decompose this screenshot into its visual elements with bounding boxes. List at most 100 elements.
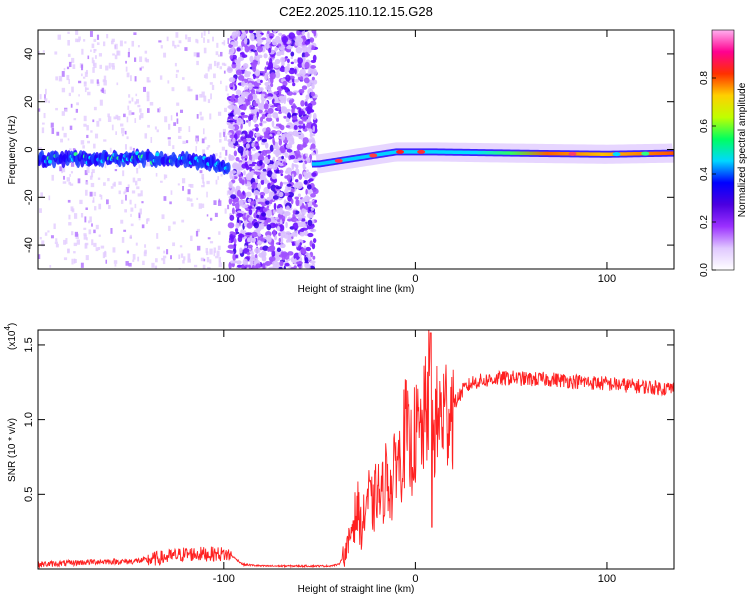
noise-blob xyxy=(233,105,239,113)
noise-speck xyxy=(67,53,71,57)
snr-y-tick-label: 0.5 xyxy=(23,487,35,502)
noise-blob xyxy=(230,186,236,193)
noise-speck xyxy=(51,127,55,134)
noise-blob xyxy=(286,132,290,140)
noise-speck xyxy=(50,235,54,239)
noise-speck xyxy=(126,250,130,254)
noise-speck xyxy=(103,182,106,186)
noise-blob xyxy=(286,183,292,187)
noise-blob xyxy=(253,221,259,229)
noise-blob xyxy=(292,82,296,87)
noise-speck xyxy=(203,47,207,54)
noise-speck xyxy=(217,54,220,57)
noise-blob xyxy=(265,210,272,218)
noise-blob xyxy=(257,103,263,109)
noise-speck xyxy=(174,62,177,67)
ridge-hotspot xyxy=(568,151,577,156)
noise-blob xyxy=(265,117,273,122)
noise-speck xyxy=(215,153,218,157)
noise-speck xyxy=(213,200,217,205)
noise-blob xyxy=(280,85,287,90)
noise-blob xyxy=(290,56,294,60)
noise-blob xyxy=(306,212,314,219)
ridge-cell xyxy=(226,162,231,173)
noise-blob xyxy=(311,243,316,250)
noise-blob xyxy=(256,214,260,219)
noise-speck xyxy=(87,140,90,144)
noise-blob xyxy=(273,208,276,215)
noise-blob xyxy=(310,64,317,69)
noise-speck xyxy=(132,177,136,183)
noise-blob xyxy=(260,238,266,242)
noise-speck xyxy=(135,99,140,104)
noise-blob xyxy=(257,54,263,59)
noise-blob xyxy=(306,188,313,195)
noise-speck xyxy=(38,147,42,150)
noise-speck xyxy=(138,164,141,169)
noise-blob xyxy=(255,132,261,137)
noise-speck xyxy=(98,234,101,237)
noise-blob xyxy=(293,258,298,265)
noise-blob xyxy=(300,208,306,216)
noise-speck xyxy=(105,65,109,71)
noise-blob xyxy=(312,79,318,85)
noise-blob xyxy=(281,215,286,223)
noise-speck xyxy=(124,209,127,213)
noise-blob xyxy=(297,222,304,228)
noise-blob xyxy=(238,199,244,207)
noise-speck xyxy=(205,73,208,79)
noise-blob xyxy=(261,149,268,157)
noise-speck xyxy=(143,251,147,257)
noise-blob xyxy=(302,35,306,43)
noise-speck xyxy=(121,236,125,243)
noise-speck xyxy=(226,190,229,196)
noise-blob xyxy=(312,125,316,133)
noise-blob xyxy=(288,140,295,145)
noise-blob xyxy=(305,156,311,164)
noise-speck xyxy=(81,48,84,55)
noise-speck xyxy=(215,51,219,56)
noise-blob xyxy=(305,53,310,57)
noise-blob xyxy=(265,37,272,45)
noise-blob xyxy=(309,132,313,139)
noise-blob xyxy=(231,207,235,215)
snr-y-axis-label: SNR (10 * v/v) xyxy=(7,418,18,482)
noise-speck xyxy=(179,109,184,113)
noise-blob xyxy=(263,186,270,195)
noise-speck xyxy=(96,81,100,87)
noise-blob xyxy=(281,36,289,44)
noise-speck xyxy=(85,242,89,246)
noise-speck xyxy=(39,94,42,100)
noise-blob xyxy=(259,159,263,166)
noise-speck xyxy=(116,50,119,56)
snr-x-axis-label: Height of straight line (km) xyxy=(298,584,415,595)
noise-blob xyxy=(242,114,249,118)
noise-blob xyxy=(269,198,273,205)
noise-speck xyxy=(187,86,191,92)
noise-blob xyxy=(313,69,318,76)
noise-speck xyxy=(148,160,152,167)
noise-speck xyxy=(95,224,99,230)
noise-blob xyxy=(228,77,236,83)
noise-blob xyxy=(251,161,257,165)
noise-speck xyxy=(111,63,115,67)
noise-blob xyxy=(286,148,293,153)
noise-speck xyxy=(73,213,78,219)
noise-speck xyxy=(225,149,228,156)
noise-speck xyxy=(207,267,211,269)
noise-blob xyxy=(300,100,305,107)
noise-blob xyxy=(251,264,256,269)
noise-blob xyxy=(236,108,241,116)
noise-blob xyxy=(248,216,254,222)
noise-speck xyxy=(86,125,89,131)
noise-blob xyxy=(280,51,285,56)
noise-speck xyxy=(196,60,199,66)
noise-speck xyxy=(206,180,210,185)
noise-speck xyxy=(158,40,162,43)
noise-speck xyxy=(202,264,206,269)
noise-blob xyxy=(309,260,316,264)
noise-speck xyxy=(220,173,223,177)
ridge-hotspot xyxy=(334,158,343,163)
noise-speck xyxy=(210,93,212,100)
snr-panel: -100 0 100 0.5 1.0 1.5 Height of straight lin… xyxy=(3,323,675,595)
